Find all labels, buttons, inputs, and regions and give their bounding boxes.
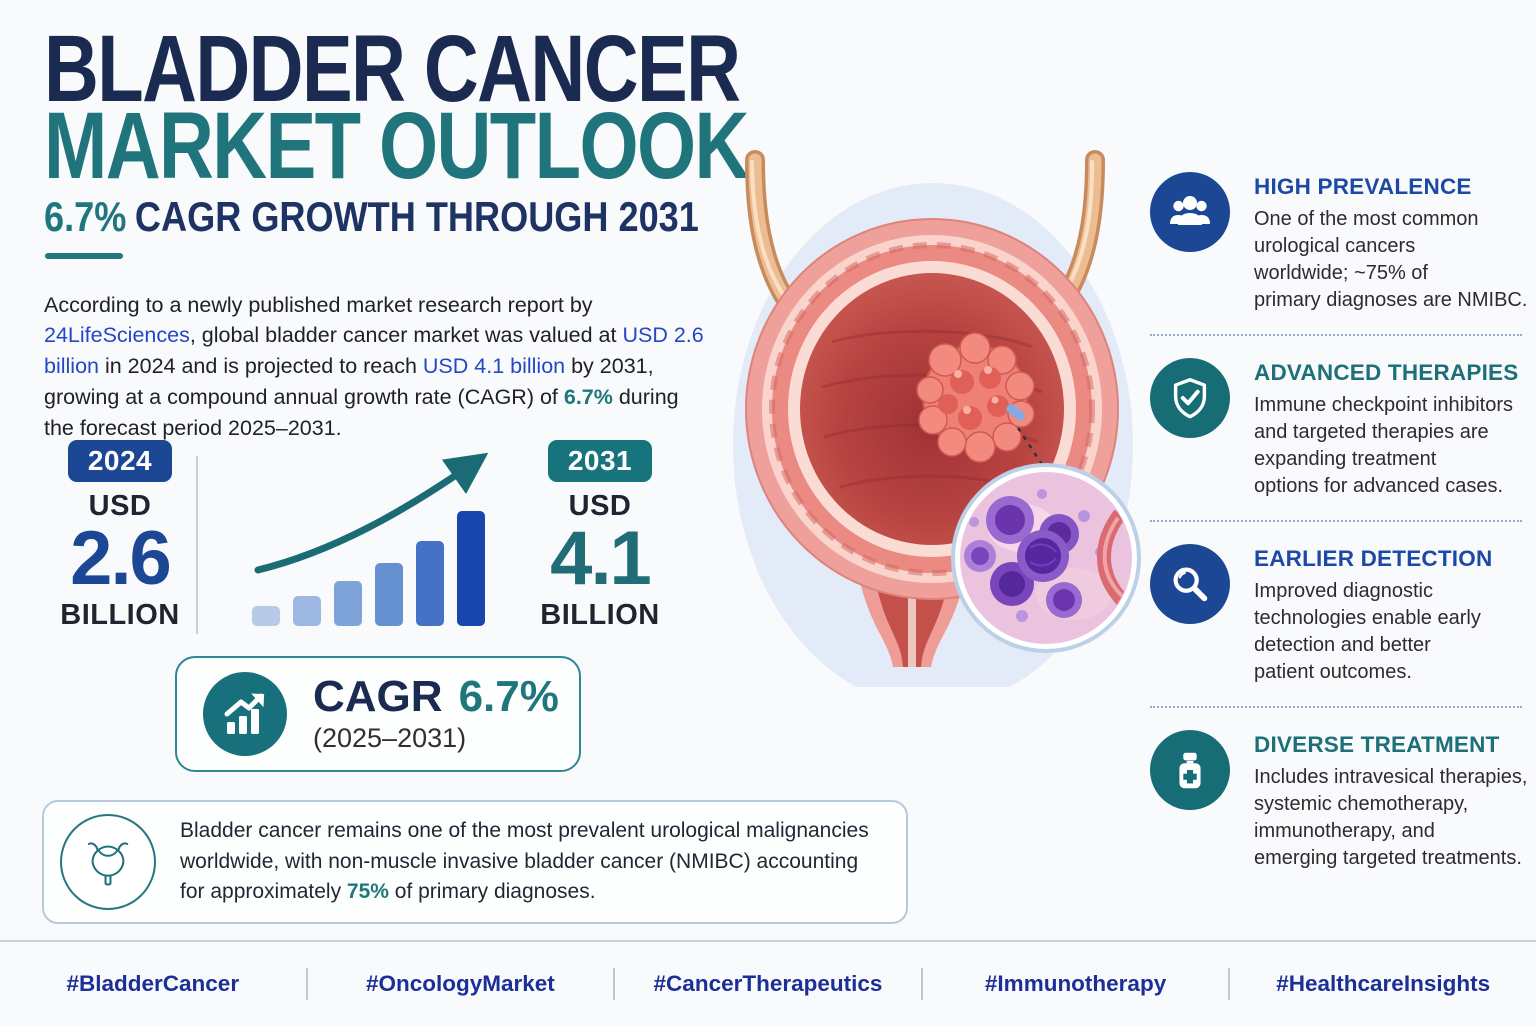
medicine-bottle-icon <box>1150 730 1230 810</box>
highlight-title: EARLIER DETECTION <box>1254 546 1493 571</box>
cagr-inline: 6.7% <box>563 384 613 409</box>
shield-check-icon <box>1150 358 1230 438</box>
year-badge-2031: 2031 <box>547 440 653 482</box>
dotted-separator <box>1150 706 1522 708</box>
hashtag-divider <box>613 968 616 1000</box>
highlight-earlier-detection: EARLIER DETECTION Improved diagnostic te… <box>1150 544 1536 686</box>
highlight-high-prevalence: HIGH PREVALENCE One of the most common u… <box>1150 172 1536 314</box>
highlight-title: HIGH PREVALENCE <box>1254 174 1472 199</box>
title-underline <box>45 253 123 259</box>
stat-2031: 2031 USD 4.1 BILLION <box>518 440 682 632</box>
growth-bar-6 <box>457 511 485 626</box>
market-value-2031: 4.1 <box>550 516 652 601</box>
note-text: Bladder cancer remains one of the most p… <box>180 819 869 904</box>
hashtag-oncology-market: #OncologyMarket <box>365 971 555 996</box>
value-2024-inline: USD 2.6 billion <box>44 323 704 379</box>
growth-bar-5 <box>416 541 444 626</box>
magnifier-icon <box>1150 544 1230 624</box>
growth-bar-3 <box>334 581 362 626</box>
tumor <box>916 332 1035 463</box>
hashtag-divider <box>920 968 923 1000</box>
subtitle: 6.7% CAGR GROWTH THROUGH 2031 <box>44 196 805 238</box>
hashtag-immunotherapy: #Immunotherapy <box>984 971 1167 996</box>
publisher-link[interactable]: 24LifeSciences <box>44 323 190 348</box>
cagr-period: (2025–2031) <box>313 722 467 753</box>
subtitle-cagr-value: 6.7% <box>44 193 127 240</box>
hashtag-bar: #BladderCancer #OncologyMarket #CancerTh… <box>0 940 1536 1026</box>
growth-bar-chart <box>252 448 492 626</box>
cagr-value: 6.7% <box>458 671 559 721</box>
cancer-cells-inset <box>951 463 1141 653</box>
market-value-2024: 2.6 <box>70 516 172 601</box>
intro-paragraph: According to a newly published market re… <box>44 292 704 440</box>
people-group-icon <box>1150 172 1230 252</box>
prevalence-note-box: Bladder cancer remains one of the most p… <box>42 800 908 924</box>
highlight-diverse-treatment: DIVERSE TREATMENT Includes intravesical … <box>1150 730 1536 872</box>
currency-label: USD <box>88 490 152 522</box>
subtitle-text: CAGR GROWTH THROUGH 2031 <box>134 193 699 240</box>
highlight-body: Improved diagnostic technologies enable … <box>1254 580 1481 683</box>
hashtag-cancer-therapeutics: #CancerTherapeutics <box>653 971 883 996</box>
growth-bar-1 <box>252 606 280 626</box>
cagr-growth-icon <box>203 672 287 756</box>
sample-marker <box>1006 403 1026 421</box>
note-75-percent: 75% <box>346 880 389 904</box>
cagr-label: CAGR <box>313 671 443 721</box>
cagr-box: CAGR 6.7% (2025–2031) <box>175 656 581 772</box>
highlight-title: ADVANCED THERAPIES <box>1254 360 1519 385</box>
page-title: BLADDER CANCER <box>44 22 913 117</box>
currency-label: USD <box>568 490 632 522</box>
hashtag-divider <box>305 968 308 1000</box>
unit-label: BILLION <box>60 599 180 632</box>
year-badge-2024: 2024 <box>67 440 173 482</box>
bladder-outline-icon <box>60 814 156 910</box>
value-2031-inline: USD 4.1 billion <box>422 354 566 379</box>
growth-bar-2 <box>293 596 321 626</box>
highlight-body: Immune checkpoint inhibitors and targete… <box>1254 394 1514 497</box>
urethra <box>860 582 964 667</box>
highlight-body: Includes intravesical therapies, systemi… <box>1254 766 1528 869</box>
stat-2024: 2024 USD 2.6 BILLION <box>38 440 202 632</box>
stat-divider <box>196 456 198 634</box>
highlights-column: HIGH PREVALENCE One of the most common u… <box>1150 172 1536 872</box>
unit-label: BILLION <box>540 599 660 632</box>
title-line-2: MARKET OUTLOOK <box>44 93 749 199</box>
hashtag-bladder-cancer: #BladderCancer <box>66 971 240 996</box>
highlight-advanced-therapies: ADVANCED THERAPIES Immune checkpoint inh… <box>1150 358 1536 500</box>
highlight-body: One of the most common urological cancer… <box>1254 208 1528 311</box>
highlight-title: DIVERSE TREATMENT <box>1254 732 1500 757</box>
growth-trend-arrow <box>254 452 489 574</box>
dotted-separator <box>1150 334 1522 336</box>
dotted-separator <box>1150 520 1522 522</box>
connector-dashed-line <box>1017 427 1044 467</box>
hashtag-divider <box>1228 968 1231 1000</box>
hashtag-healthcare-insights: #HealthcareInsights <box>1276 971 1491 996</box>
growth-bar-4 <box>375 563 403 626</box>
bladder-illustration <box>733 150 1141 687</box>
title-line-1: BLADDER CANCER <box>44 16 741 122</box>
